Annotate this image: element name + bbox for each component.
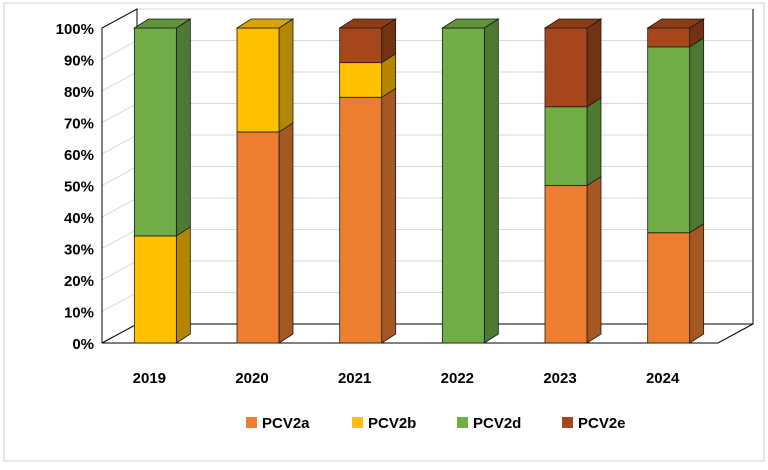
- bar-segment-PCV2a: [339, 96, 383, 344]
- bar-segment-PCV2d: [647, 46, 691, 234]
- x-tick-label: 2024: [646, 370, 680, 387]
- y-tick-label: 60%: [64, 147, 94, 164]
- bar-segment-side: [586, 175, 602, 344]
- bar-segment-side: [175, 18, 191, 237]
- legend-label: PCV2e: [578, 415, 626, 432]
- legend: PCV2a PCV2b PCV2d PCV2e: [246, 415, 626, 432]
- bar-segment-PCV2a: [236, 131, 280, 344]
- bar-top: [132, 18, 192, 29]
- bar-top: [338, 18, 398, 29]
- gridline-side: [101, 197, 138, 218]
- y-axis-ticks: 0% 10% 20% 30% 40% 50% 60% 70% 80% 90% 100%: [56, 21, 94, 353]
- legend-label: PCV2a: [262, 415, 310, 432]
- y-tick-label: 50%: [64, 179, 94, 196]
- legend-label: PCV2d: [473, 415, 521, 432]
- bar-top: [646, 18, 706, 29]
- bar-segment-side: [586, 18, 602, 108]
- y-tick-label: 90%: [64, 53, 94, 70]
- bar-segment-side: [689, 223, 705, 344]
- bar-segment-PCV2a: [647, 232, 691, 344]
- bar-segment-PCV2d: [544, 106, 588, 186]
- bar-segment-PCV2b: [236, 27, 280, 133]
- bar-top: [543, 18, 603, 29]
- bar-top: [235, 18, 295, 29]
- x-tick-label: 2022: [441, 370, 474, 387]
- gridline-side: [101, 71, 138, 92]
- bar-segment-PCV2d: [441, 27, 485, 344]
- legend-swatch: [562, 417, 573, 428]
- x-tick-label: 2020: [235, 370, 268, 387]
- gridline-side: [101, 103, 138, 123]
- bar-segment-side: [586, 97, 602, 187]
- x-axis-ticks: 2019 2020 2021 2022 2023 2024: [133, 370, 680, 387]
- bar-segment-side: [175, 226, 191, 344]
- bar-segment-PCV2d: [133, 27, 177, 237]
- y-tick-label: 100%: [56, 21, 94, 38]
- bar-stack-2023: [543, 18, 603, 344]
- y-tick-label: 0%: [72, 336, 94, 353]
- y-tick-label: 70%: [64, 116, 94, 133]
- y-tick-label: 40%: [64, 210, 94, 227]
- bar-segment-side: [278, 18, 294, 133]
- x-tick-label: 2021: [338, 370, 371, 387]
- x-tick-label: 2023: [543, 370, 576, 387]
- bar-segment-side: [483, 18, 499, 344]
- bar-stack-2024: [646, 18, 706, 344]
- gridline-side: [101, 40, 138, 60]
- bar-segment-PCV2e: [339, 27, 383, 64]
- bar-stack-2020: [235, 18, 295, 344]
- bar-segment-PCV2b: [133, 235, 177, 344]
- bar-segment-PCV2a: [544, 185, 588, 344]
- bar-segment-PCV2e: [544, 27, 588, 108]
- legend-swatch: [246, 417, 257, 428]
- y-tick-label: 20%: [64, 273, 94, 290]
- gridline-side: [101, 292, 138, 312]
- bar-stack-2019: [132, 18, 192, 344]
- legend-swatch: [457, 417, 468, 428]
- bar-segment-side: [278, 122, 294, 344]
- gridline-side: [101, 260, 138, 281]
- gridline-side: [101, 134, 138, 155]
- bar-stack-2021: [338, 18, 398, 344]
- gridline-side: [101, 229, 138, 249]
- bar-segment-PCV2e: [647, 27, 691, 48]
- y-tick-label: 80%: [64, 84, 94, 101]
- bar-segment-side: [381, 87, 397, 344]
- legend-label: PCV2b: [368, 415, 416, 432]
- x-tick-label: 2019: [133, 370, 166, 387]
- y-tick-label: 30%: [64, 242, 94, 259]
- bar-stack-2022: [440, 18, 500, 344]
- y-tick-label: 10%: [64, 305, 94, 322]
- bar-segment-side: [689, 37, 705, 234]
- floor-edge: [101, 323, 754, 344]
- bars: [132, 18, 706, 344]
- bar-segment-PCV2b: [339, 62, 383, 98]
- bar-top: [440, 18, 500, 29]
- gridline-side: [101, 166, 138, 186]
- legend-swatch: [352, 417, 363, 428]
